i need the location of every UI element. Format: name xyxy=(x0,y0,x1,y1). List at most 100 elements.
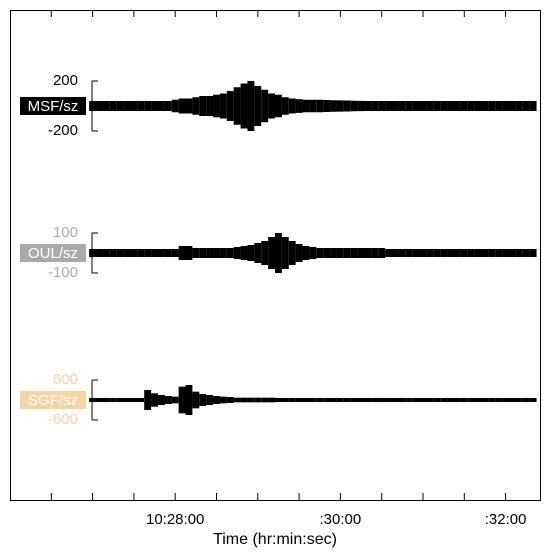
trace-segment xyxy=(295,244,303,262)
station-label: MSF/sz xyxy=(28,98,79,115)
trace-segment xyxy=(343,248,351,258)
plot-frame xyxy=(10,10,541,501)
trace-segment xyxy=(447,101,454,111)
trace-segment xyxy=(323,100,331,112)
y-tick-label: 200 xyxy=(53,72,78,89)
trace-segment xyxy=(385,398,393,402)
trace-segment xyxy=(398,101,406,111)
station-label: SGF/sz xyxy=(28,392,78,409)
trace-segment xyxy=(309,398,317,402)
trace-segment xyxy=(385,101,393,111)
trace-segment xyxy=(288,98,296,114)
trace-segment xyxy=(199,248,207,258)
trace-segment xyxy=(316,398,324,402)
trace-segment xyxy=(240,83,248,129)
trace-segment xyxy=(261,241,269,265)
trace-segment xyxy=(371,398,379,402)
trace-segment xyxy=(412,101,420,111)
trace-segment xyxy=(364,101,372,111)
trace-segment xyxy=(460,101,468,111)
trace-segment xyxy=(254,243,262,263)
trace-segment xyxy=(398,398,406,402)
trace-segment xyxy=(130,101,138,111)
trace-segment xyxy=(240,246,248,260)
trace-segment xyxy=(419,398,427,402)
trace-segment xyxy=(247,245,255,261)
trace-segment xyxy=(116,249,124,257)
trace-segment xyxy=(213,94,220,118)
trace-segment xyxy=(488,101,496,111)
trace-segment xyxy=(392,249,399,257)
trace-segment xyxy=(509,101,516,111)
trace-segment xyxy=(522,101,530,111)
trace-segment xyxy=(295,99,303,113)
trace-segment xyxy=(295,398,303,402)
trace-segment xyxy=(151,393,158,407)
trace-segment xyxy=(240,397,248,403)
trace-segment xyxy=(447,398,454,402)
trace-segment xyxy=(433,398,441,402)
trace-segment xyxy=(433,101,441,111)
trace-segment xyxy=(247,397,255,403)
trace-segment xyxy=(378,398,386,402)
trace-segment xyxy=(502,101,510,111)
trace-segment xyxy=(357,398,365,402)
trace-segment xyxy=(371,101,379,111)
trace-segment xyxy=(233,247,241,259)
trace-segment xyxy=(130,398,138,402)
trace-segment xyxy=(247,81,255,131)
trace-segment xyxy=(89,398,97,402)
trace-segment xyxy=(495,398,503,402)
trace-segment xyxy=(302,99,310,113)
trace-segment xyxy=(440,249,448,257)
trace-segment xyxy=(460,398,468,402)
trace-segment xyxy=(109,249,117,257)
trace-segment xyxy=(164,249,172,257)
trace-segment xyxy=(405,398,413,402)
trace-segment xyxy=(474,398,482,402)
trace-segment xyxy=(467,101,475,111)
trace-segment xyxy=(151,249,158,257)
trace-segment xyxy=(219,396,227,404)
trace-segment xyxy=(157,249,165,257)
trace-segment xyxy=(453,101,461,111)
trace-segment xyxy=(185,98,193,114)
trace-segment xyxy=(171,99,179,113)
trace-segment xyxy=(405,101,413,111)
trace-segment xyxy=(206,395,214,405)
trace-segment xyxy=(96,398,103,402)
trace-segment xyxy=(219,93,227,119)
trace-segment xyxy=(275,94,282,118)
trace-segment xyxy=(137,101,145,111)
trace-segment xyxy=(206,248,214,258)
trace-segment xyxy=(268,397,275,403)
trace-segment xyxy=(157,101,165,111)
trace-segment xyxy=(453,398,461,402)
trace-segment xyxy=(164,396,172,404)
trace-segment xyxy=(206,96,214,116)
trace-segment xyxy=(302,246,310,260)
trace-segment xyxy=(116,398,124,402)
trace-segment xyxy=(509,249,516,257)
trace-segment xyxy=(316,248,324,258)
trace-segment xyxy=(144,390,152,410)
trace-segment xyxy=(213,396,220,404)
trace-segment xyxy=(385,249,393,257)
trace-segment xyxy=(226,91,234,121)
trace-segment xyxy=(288,241,296,265)
trace-segment xyxy=(109,398,117,402)
trace-segment xyxy=(323,398,331,402)
y-tick-label: -100 xyxy=(48,264,78,281)
trace-segment xyxy=(440,101,448,111)
y-tick-label: -600 xyxy=(48,411,78,428)
trace-segment xyxy=(488,398,496,402)
trace-segment xyxy=(509,398,516,402)
trace-segment xyxy=(137,398,145,402)
trace-segment xyxy=(157,395,165,405)
trace-segment xyxy=(102,398,110,402)
trace-segment xyxy=(412,398,420,402)
trace-segment xyxy=(378,248,386,258)
trace-segment xyxy=(502,398,510,402)
trace-segment xyxy=(268,93,275,119)
trace-segment xyxy=(89,249,97,257)
